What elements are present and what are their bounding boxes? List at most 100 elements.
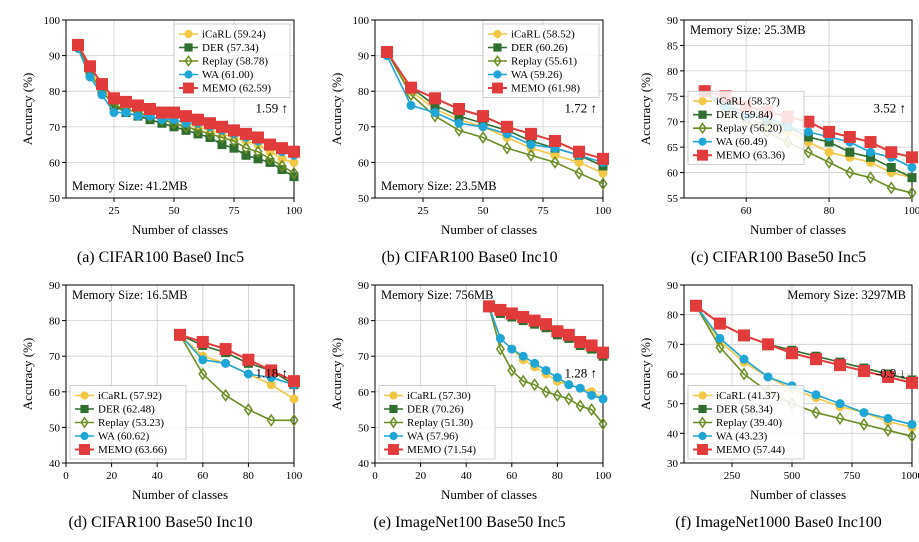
ytick-label: 50 [667,399,679,411]
ytick-label: 90 [49,51,61,63]
ytick-label: 50 [358,422,370,434]
xtick-label: 60 [197,470,209,482]
panel-caption: (e) ImageNet100 Base50 Inc5 [373,514,565,532]
xtick-label: 80 [823,205,835,217]
ytick-label: 100 [352,15,369,27]
plot-area: 5060708090100255075100Number of classesA… [18,10,304,247]
xtick-label: 40 [460,470,472,482]
legend-label-icarl: iCaRL (58.52) [511,29,575,41]
legend-label-der: DER (62.48) [98,404,155,416]
plot-area: 304050607080902505007501000Number of cla… [636,275,919,512]
legend-label-der: DER (59.84) [716,109,773,121]
ytick-label: 60 [667,369,679,381]
ytick-label: 90 [49,280,61,292]
ytick-label: 40 [667,428,679,440]
legend-label-memo: MEMO (63.66) [98,444,167,456]
xlabel: Number of classes [749,222,845,237]
memory-size-label: Memory Size: 756MB [381,288,494,302]
memory-size-label: Memory Size: 23.5MB [381,179,497,193]
xlabel: Number of classes [131,222,227,237]
xtick-label: 1000 [901,470,919,482]
xtick-label: 750 [843,470,860,482]
xtick-label: 100 [594,470,611,482]
xtick-label: 20 [106,470,118,482]
delta-label: 1.28 ↑ [564,366,597,381]
legend-label-wa: WA (59.26) [511,69,563,81]
ytick-label: 70 [358,351,370,363]
ylabel: Accuracy (%) [638,73,653,146]
plot-area: 405060708090020406080100Number of classe… [327,275,613,512]
delta-label: 1.59 ↑ [255,101,288,116]
xtick-label: 0 [372,470,378,482]
legend-label-memo: MEMO (63.36) [716,150,785,162]
xlabel: Number of classes [749,487,845,502]
xlabel: Number of classes [131,487,227,502]
panel-e: 405060708090020406080100Number of classe… [319,275,620,532]
ytick-label: 55 [667,193,679,205]
legend-label-replay: Replay (56.20) [716,123,782,135]
ylabel: Accuracy (%) [329,338,344,411]
legend-label-memo: MEMO (57.44) [716,444,785,456]
xtick-label: 500 [783,470,800,482]
ytick-label: 70 [49,122,61,134]
legend-label-icarl: iCaRL (59.24) [202,29,266,41]
legend-label-replay: Replay (55.61) [511,56,577,68]
ytick-label: 65 [667,142,679,154]
ytick-label: 50 [358,193,370,205]
ylabel: Accuracy (%) [20,73,35,146]
ytick-label: 90 [667,15,679,27]
panel-caption: (d) CIFAR100 Base50 Inc10 [68,514,252,532]
xtick-label: 50 [477,205,489,217]
memory-size-label: Memory Size: 3297MB [787,288,906,302]
ytick-label: 85 [667,40,679,52]
ytick-label: 80 [667,310,679,322]
panel-b: 5060708090100255075100Number of classesA… [319,10,620,267]
xtick-label: 80 [551,470,563,482]
panel-caption: (b) CIFAR100 Base0 Inc10 [381,249,557,267]
legend-label-der: DER (57.34) [202,42,259,54]
legend-label-replay: Replay (58.78) [202,56,268,68]
panel-f: 304050607080902505007501000Number of cla… [628,275,919,532]
ytick-label: 60 [49,157,61,169]
memory-size-label: Memory Size: 16.5MB [72,288,188,302]
ytick-label: 70 [667,117,679,129]
ylabel: Accuracy (%) [638,338,653,411]
legend-label-wa: WA (60.62) [98,431,150,443]
xtick-label: 80 [242,470,254,482]
legend-label-wa: WA (61.00) [202,69,254,81]
legend-label-icarl: iCaRL (57.30) [407,390,471,402]
ytick-label: 80 [49,316,61,328]
legend-label-wa: WA (57.96) [407,431,459,443]
ytick-label: 80 [667,66,679,78]
legend-label-wa: WA (43.23) [716,431,768,443]
memory-size-label: Memory Size: 41.2MB [72,179,188,193]
xtick-label: 25 [417,205,429,217]
ytick-label: 60 [358,157,370,169]
ytick-label: 100 [43,15,60,27]
ytick-label: 70 [49,351,61,363]
xtick-label: 0 [63,470,69,482]
ytick-label: 90 [358,280,370,292]
legend-label-der: DER (58.34) [716,404,773,416]
ylabel: Accuracy (%) [329,73,344,146]
ytick-label: 40 [358,458,370,470]
ytick-label: 75 [667,91,679,103]
xtick-label: 100 [903,205,919,217]
ytick-label: 80 [49,86,61,98]
xtick-label: 100 [594,205,611,217]
xtick-label: 250 [723,470,740,482]
ytick-label: 80 [358,86,370,98]
legend-label-wa: WA (60.49) [716,136,768,148]
delta-label: -0.9 ↓ [875,366,905,381]
panel-a: 5060708090100255075100Number of classesA… [10,10,311,267]
legend-label-der: DER (70.26) [407,404,464,416]
xtick-label: 100 [285,470,302,482]
ytick-label: 30 [667,458,679,470]
plot-area: 55606570758085906080100Number of classes… [636,10,919,247]
xtick-label: 100 [285,205,302,217]
plot-area: 5060708090100255075100Number of classesA… [327,10,613,247]
ytick-label: 90 [358,51,370,63]
xtick-label: 75 [537,205,549,217]
delta-label: 1.18 ↑ [255,366,288,381]
legend-label-der: DER (60.26) [511,42,568,54]
